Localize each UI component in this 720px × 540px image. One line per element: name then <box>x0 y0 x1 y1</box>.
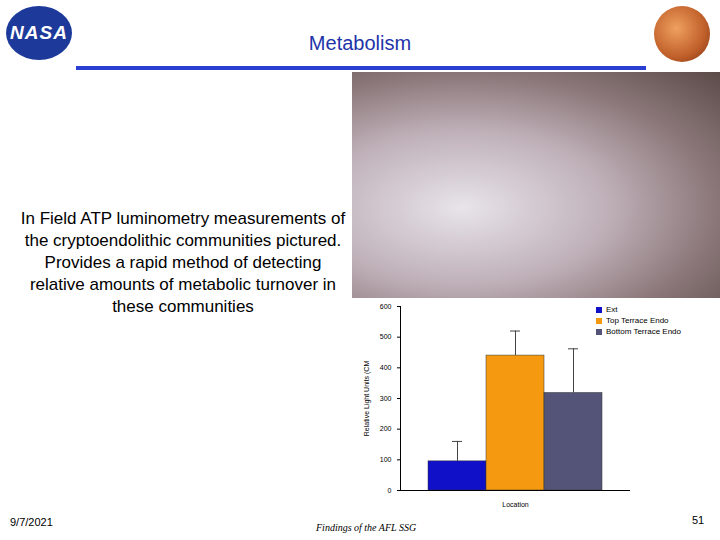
svg-text:400: 400 <box>380 364 392 371</box>
html-text:Ext: Ext <box>606 305 618 314</box>
svg-text:Location: Location <box>502 501 529 508</box>
svg-text:200: 200 <box>380 425 392 432</box>
svg-text:500: 500 <box>380 333 392 340</box>
html-text:Findings of the AFL SSG: Findings of the AFL SSG <box>316 522 417 533</box>
html-text:Top Terrace Endo: Top Terrace Endo <box>606 316 669 325</box>
svg-text:100: 100 <box>380 456 392 463</box>
html-text:In Field ATP luminometry measu: In Field ATP luminometry measurements of… <box>20 209 346 316</box>
html-text:Metabolism: Metabolism <box>308 32 412 54</box>
svg-text:Relative Light Units (CM: Relative Light Units (CM <box>363 361 371 437</box>
svg-text:600: 600 <box>380 303 392 310</box>
svg-text:0: 0 <box>388 487 392 494</box>
html-text:NASA: NASA <box>10 22 68 43</box>
html-text:51: 51 <box>692 514 705 526</box>
html-text:9/7/2021: 9/7/2021 <box>10 516 53 528</box>
html-text:Bottom Terrace Endo: Bottom Terrace Endo <box>606 327 681 336</box>
svg-text:300: 300 <box>380 395 392 402</box>
